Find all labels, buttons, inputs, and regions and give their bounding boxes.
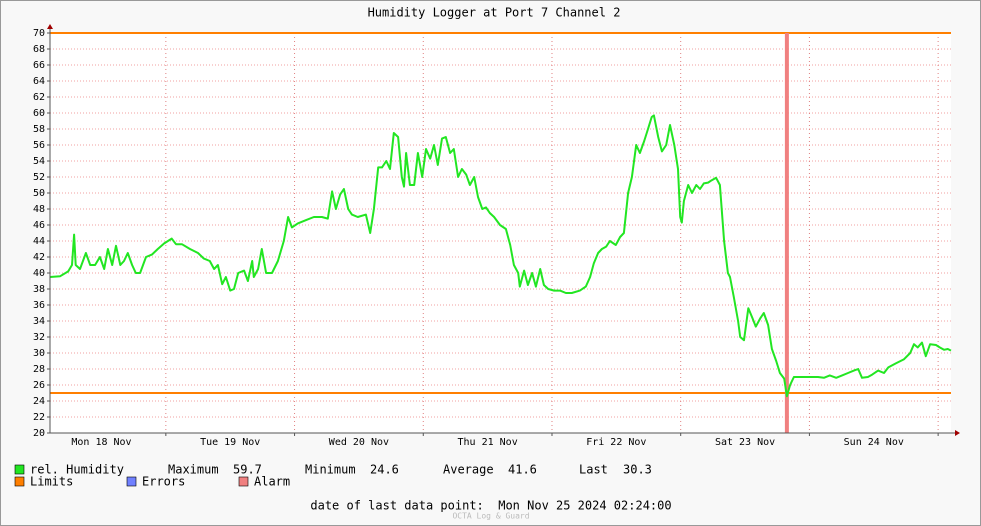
y-tick-label: 56	[33, 140, 45, 151]
y-tick-label: 24	[33, 396, 45, 407]
marks	[49, 32, 952, 433]
x-tick-label: Mon 18 Nov	[71, 437, 131, 448]
y-tick-label: 20	[33, 428, 45, 439]
stat-label: Average	[443, 463, 494, 477]
chart-title: Humidity Logger at Port 7 Channel 2	[368, 6, 621, 20]
y-tick-label: 40	[33, 268, 45, 279]
y-tick-label: 68	[33, 44, 45, 55]
legend-swatch	[126, 476, 137, 487]
y-tick-label: 52	[33, 172, 45, 183]
y-tick-label: 64	[33, 76, 45, 87]
y-tick-label: 34	[33, 316, 45, 327]
y-tick-label: 54	[33, 156, 45, 167]
stat-value: 24.6	[370, 463, 399, 477]
legend-label: Alarm	[254, 475, 290, 489]
x-tick-label: Thu 21 Nov	[458, 437, 518, 448]
y-tick-label: 32	[33, 332, 45, 343]
stat-value: 59.7	[233, 463, 262, 477]
y-tick-label: 22	[33, 412, 45, 423]
legend: rel. Humidity Maximum 59.7 Minimum 24.6 Avera…	[14, 463, 652, 489]
y-tick-label: 42	[33, 252, 45, 263]
plot-area	[50, 33, 951, 433]
stat-value: 41.6	[508, 463, 537, 477]
x-tick-label: Wed 20 Nov	[329, 437, 389, 448]
y-tick-label: 60	[33, 108, 45, 119]
y-tick-label: 28	[33, 364, 45, 375]
legend-swatch	[238, 476, 249, 487]
footer: date of last data point: Mon Nov 25 2024…	[310, 499, 671, 513]
x-tick-label: Tue 19 Nov	[200, 437, 260, 448]
y-axis-arrow	[47, 24, 53, 29]
legend-swatch	[14, 476, 25, 487]
legend-label: Limits	[30, 475, 73, 489]
y-tick-label: 46	[33, 220, 45, 231]
legend-label: rel. Humidity	[30, 463, 124, 477]
legend-swatch	[14, 464, 25, 475]
humidity-line	[49, 114, 952, 398]
x-tick-label: Sat 23 Nov	[715, 437, 775, 448]
y-tick-label: 70	[33, 28, 45, 39]
y-tick-label: 26	[33, 380, 45, 391]
y-tick-label: 58	[33, 124, 45, 135]
stat-label: Minimum	[305, 463, 356, 477]
alarm-line	[784, 33, 789, 433]
legend-label: Errors	[142, 475, 185, 489]
stat-label: Last	[579, 463, 608, 477]
y-tick-label: 44	[33, 236, 45, 247]
stat-value: 30.3	[623, 463, 652, 477]
y-tick-label: 62	[33, 92, 45, 103]
watermark: OCTA Log & Guard	[452, 512, 529, 521]
x-tick-label: Fri 22 Nov	[586, 437, 646, 448]
stat-label: Maximum	[168, 463, 219, 477]
y-tick-label: 30	[33, 348, 45, 359]
y-tick-label: 50	[33, 188, 45, 199]
y-tick-label: 48	[33, 204, 45, 215]
x-axis-arrow	[955, 430, 960, 436]
y-tick-label: 36	[33, 300, 45, 311]
y-tick-label: 38	[33, 284, 45, 295]
y-tick-label: 66	[33, 60, 45, 71]
x-tick-label: Sun 24 Nov	[844, 437, 904, 448]
